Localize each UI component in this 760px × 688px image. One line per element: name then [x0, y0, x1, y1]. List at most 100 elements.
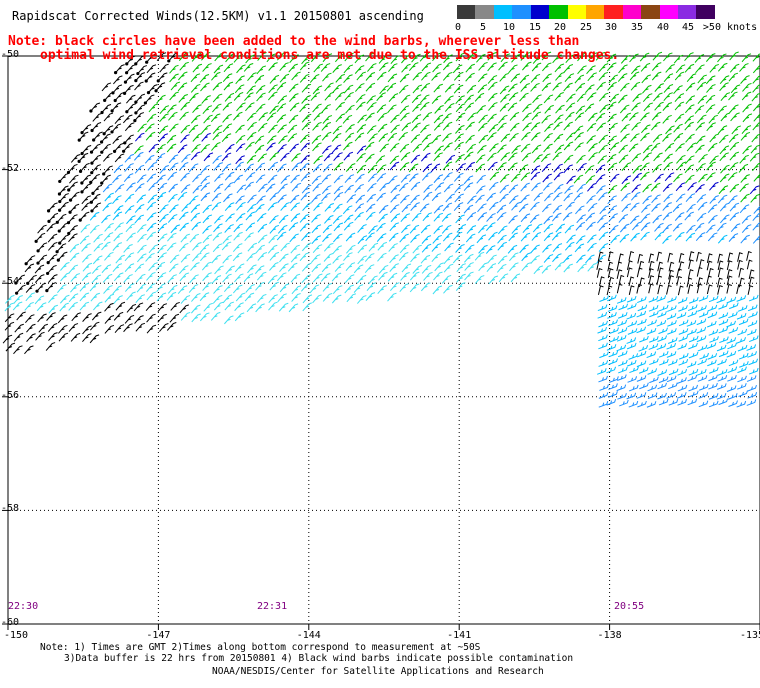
wind-barb: [474, 275, 485, 284]
wind-barb: [519, 74, 530, 84]
wind-barb: [389, 254, 399, 264]
wind-barb: [626, 342, 637, 350]
wind-barb: [747, 351, 757, 358]
wind-barb: [235, 75, 245, 85]
wind-barb: [81, 195, 92, 205]
wind-barb: [278, 135, 288, 145]
wind-barb: [717, 369, 728, 376]
wind-barb: [387, 272, 398, 282]
wind-barb: [500, 53, 511, 63]
wind-barb: [573, 174, 584, 184]
wind-barb: [730, 223, 741, 233]
wind-barb: [520, 172, 531, 182]
wind-barb: [332, 233, 343, 243]
wind-barb: [695, 184, 705, 193]
wind-barb: [544, 104, 554, 114]
wind-barb: [179, 265, 189, 274]
wind-barb: [543, 94, 554, 104]
wind-barb: [455, 214, 465, 224]
wind-barb: [299, 73, 310, 83]
wind-barb: [685, 174, 695, 184]
wind-barb: [686, 361, 697, 368]
wind-barb: [126, 291, 136, 301]
wind-barb: [696, 335, 707, 343]
wind-barb: [521, 152, 532, 162]
wind-barb: [500, 133, 511, 143]
wind-barb: [247, 72, 257, 81]
wind-barb: [544, 192, 554, 202]
wind-barb: [521, 131, 531, 141]
wind-barb: [511, 145, 521, 154]
wind-barb: [668, 261, 675, 272]
wind-barb: [496, 263, 507, 273]
wind-barb: [642, 144, 653, 154]
wind-barb: [92, 112, 102, 122]
wind-barb: [180, 295, 191, 304]
wind-barb: [609, 376, 619, 383]
wind-barb: [726, 337, 737, 344]
wind-barb: [353, 284, 364, 293]
wind-barb: [441, 213, 452, 222]
wind-barb: [638, 277, 645, 288]
wind-barb: [136, 224, 147, 233]
wind-barb: [126, 232, 136, 242]
wind-barb: [707, 311, 718, 319]
wind-barb: [179, 111, 189, 121]
wind-barb: [705, 104, 716, 113]
wind-barb: [155, 152, 166, 162]
wind-barb: [331, 133, 342, 142]
wind-barb: [716, 344, 727, 352]
wind-barb: [79, 211, 90, 221]
lon-label: -147: [146, 630, 171, 641]
wind-barb: [608, 383, 618, 390]
wind-barb: [637, 318, 647, 326]
wind-barb: [726, 296, 737, 304]
contamination-circle: [46, 271, 50, 276]
wind-barb: [675, 182, 686, 192]
wind-barb: [651, 194, 661, 204]
wind-barb: [287, 262, 298, 272]
wind-barb: [331, 272, 342, 282]
wind-barb: [58, 222, 69, 232]
wind-barb: [719, 173, 730, 183]
wind-barb: [668, 359, 678, 366]
wind-barb: [389, 263, 399, 272]
wind-barb: [696, 266, 703, 277]
contamination-circle: [123, 80, 128, 84]
wind-barb: [577, 263, 587, 273]
wind-barb: [610, 234, 620, 244]
wind-barb: [103, 232, 114, 241]
wind-barb: [431, 243, 442, 252]
wind-barb: [718, 398, 729, 406]
wind-barb: [401, 63, 411, 73]
wind-barb: [379, 182, 389, 192]
wind-barb: [268, 124, 278, 134]
wind-barb: [618, 303, 629, 311]
wind-barb: [619, 82, 630, 92]
wind-barb: [343, 64, 354, 74]
wind-barb: [203, 114, 213, 124]
wind-barb: [653, 92, 663, 102]
wind-barb: [666, 342, 677, 350]
wind-barb: [730, 112, 740, 122]
wind-barb: [608, 224, 619, 234]
wind-barb: [736, 284, 742, 295]
wind-barb: [280, 175, 291, 184]
swath-time-1: 22:30: [8, 601, 39, 612]
wind-barb: [145, 131, 156, 141]
wind-barb: [465, 134, 475, 144]
wind-barb: [697, 277, 703, 287]
wind-barb: [378, 204, 389, 214]
wind-barb: [399, 143, 410, 153]
wind-barb: [221, 241, 232, 251]
wind-barb: [677, 285, 684, 296]
wind-barb: [401, 203, 412, 213]
wind-barb: [113, 272, 124, 282]
wind-barb: [224, 301, 235, 311]
wind-barb: [246, 303, 257, 313]
wind-barb: [356, 295, 367, 304]
wind-barb: [290, 273, 301, 283]
wind-barb: [367, 173, 378, 183]
wind-barb: [553, 133, 564, 143]
wind-barb: [608, 122, 618, 132]
